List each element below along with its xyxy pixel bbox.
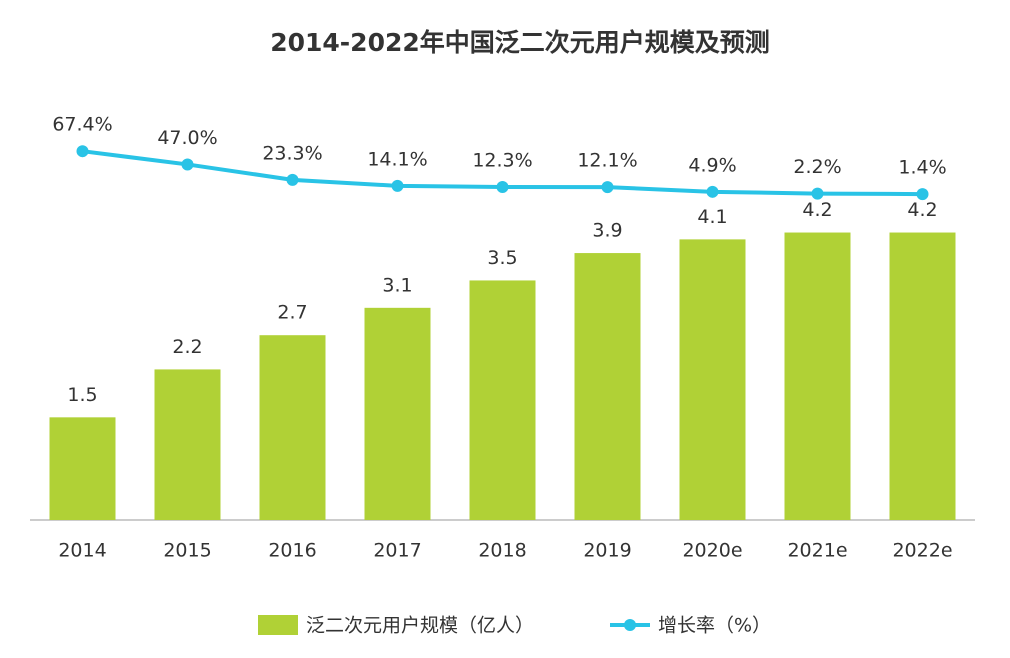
legend-swatch [258, 615, 298, 635]
bar [259, 335, 326, 520]
data-label: 3.5 [487, 247, 517, 269]
legend-swatch [624, 619, 636, 631]
bar [469, 280, 536, 520]
line-point [181, 158, 194, 171]
x-tick-label: 2018 [478, 540, 526, 562]
x-tick-label: 2015 [163, 540, 211, 562]
data-label: 4.2 [907, 199, 937, 221]
line-point [811, 187, 824, 200]
chart-title: 2014-2022年中国泛二次元用户规模及预测 [270, 28, 770, 57]
x-tick-label: 2016 [268, 540, 316, 562]
bar [784, 232, 851, 521]
bar [574, 253, 641, 521]
line-point [286, 173, 299, 186]
data-label: 4.9% [688, 154, 736, 176]
data-label: 3.9 [592, 220, 622, 242]
bar [49, 417, 116, 520]
line-point [916, 188, 929, 201]
line-point [496, 181, 509, 194]
data-label: 3.1 [382, 274, 412, 296]
bar [364, 307, 431, 520]
x-tick-label: 2020e [682, 540, 742, 562]
line-point [601, 181, 614, 194]
legend-label: 泛二次元用户规模（亿人） [306, 615, 534, 637]
data-label: 12.1% [577, 150, 637, 172]
line-point [706, 185, 719, 198]
data-label: 2.7 [277, 302, 307, 324]
x-tick-label: 2019 [583, 540, 631, 562]
data-label: 23.3% [262, 142, 322, 164]
data-label: 1.4% [898, 157, 946, 179]
data-label: 2.2% [793, 156, 841, 178]
line-point [391, 179, 404, 192]
data-label: 12.3% [472, 150, 532, 172]
data-label: 1.5 [67, 384, 97, 406]
x-tick-label: 2017 [373, 540, 421, 562]
data-label: 2.2 [172, 336, 202, 358]
line-point [76, 145, 89, 158]
legend-label: 增长率（%） [658, 615, 771, 637]
data-label: 67.4% [52, 114, 112, 136]
x-tick-label: 2021e [787, 540, 847, 562]
bar [889, 232, 956, 521]
x-tick-label: 2022e [892, 540, 952, 562]
x-tick-label: 2014 [58, 540, 106, 562]
data-label: 4.2 [802, 199, 832, 221]
bar [154, 369, 221, 520]
data-label: 47.0% [157, 127, 217, 149]
data-label: 14.1% [367, 148, 427, 170]
data-label: 4.1 [697, 206, 727, 228]
bar [679, 239, 746, 520]
